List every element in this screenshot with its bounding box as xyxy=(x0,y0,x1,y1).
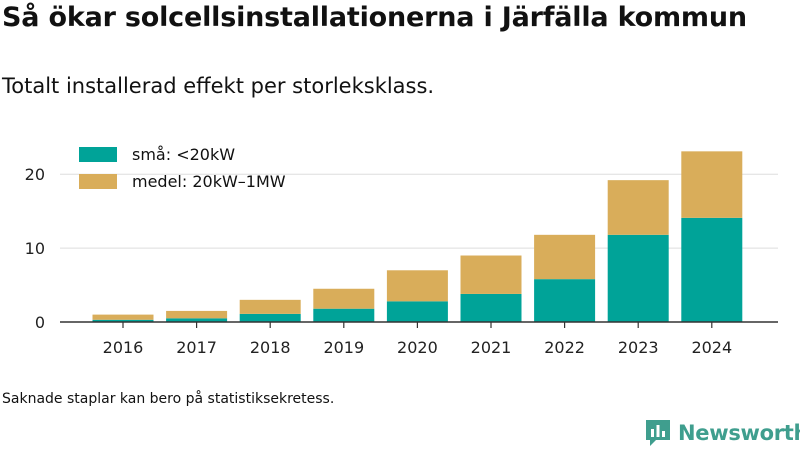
x-tick-label: 2023 xyxy=(618,338,659,357)
axes: 0 10 20 2016 2017 2018 2019 2020 2021 2022 2023 202… xyxy=(25,165,778,357)
legend-swatch-small xyxy=(79,147,117,162)
legend-label-small: små: <20kW xyxy=(132,145,235,164)
bar-medium-2018 xyxy=(239,299,301,314)
x-tick-label: 2021 xyxy=(471,338,512,357)
bars xyxy=(92,151,743,322)
bar-small-2017 xyxy=(166,318,228,322)
bar-medium-2024 xyxy=(681,151,743,218)
y-tick-label: 0 xyxy=(35,313,45,332)
x-tick-label: 2022 xyxy=(544,338,585,357)
brand[interactable]: Newsworthy xyxy=(644,418,800,448)
newsworthy-logo-icon xyxy=(646,420,670,446)
x-tick-label: 2020 xyxy=(397,338,438,357)
y-tick-label: 10 xyxy=(25,239,45,258)
bar-small-2019 xyxy=(313,308,375,322)
bar-medium-2016 xyxy=(92,314,154,320)
bar-small-2016 xyxy=(92,319,154,322)
y-tick-label: 20 xyxy=(25,165,45,184)
chart-subtitle: Totalt installerad effekt per storlekskl… xyxy=(2,74,435,98)
legend-swatch-medium xyxy=(79,174,117,189)
bar-small-2022 xyxy=(534,279,596,322)
bar-medium-2019 xyxy=(313,288,375,309)
bar-small-2023 xyxy=(607,234,669,322)
x-tick-label: 2018 xyxy=(250,338,291,357)
bar-medium-2021 xyxy=(460,255,522,294)
legend-label-medium: medel: 20kW–1MW xyxy=(132,172,286,191)
bar-small-2018 xyxy=(239,313,301,322)
legend: små: <20kW medel: 20kW–1MW xyxy=(79,145,286,191)
brand-name: Newsworthy xyxy=(678,421,800,445)
x-tick-label: 2016 xyxy=(103,338,144,357)
x-tick-label: 2017 xyxy=(176,338,217,357)
bar-small-2024 xyxy=(681,217,743,322)
bar-small-2021 xyxy=(460,293,522,322)
bar-small-2020 xyxy=(386,301,448,322)
x-tick-label: 2019 xyxy=(323,338,364,357)
bar-medium-2023 xyxy=(607,180,669,235)
bar-medium-2020 xyxy=(386,270,448,302)
bar-medium-2022 xyxy=(534,234,596,280)
chart-title: Så ökar solcellsinstallationerna i Järfä… xyxy=(2,2,747,33)
footnote: Saknade staplar kan bero på statistiksek… xyxy=(2,391,335,407)
x-tick-label: 2024 xyxy=(691,338,732,357)
bar-medium-2017 xyxy=(166,310,228,319)
